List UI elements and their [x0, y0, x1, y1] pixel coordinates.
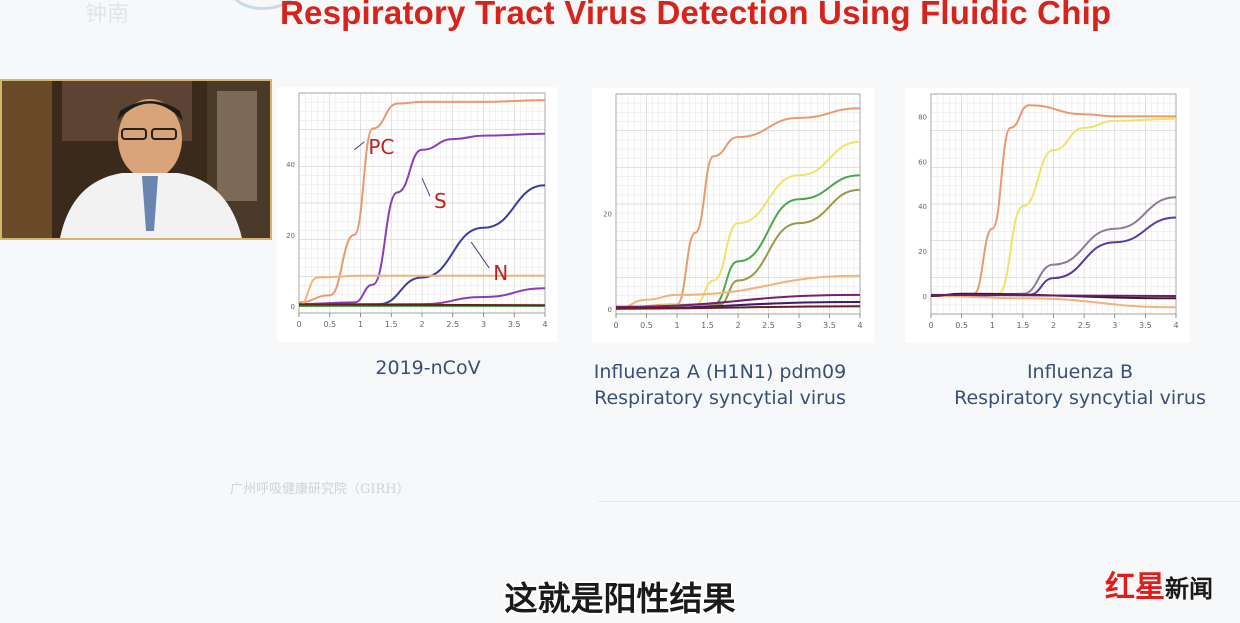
y-tick-label: 0 — [608, 306, 612, 314]
x-tick-label: 3 — [796, 321, 801, 330]
y-tick-label: 20 — [918, 248, 927, 256]
x-tick-label: 4 — [542, 320, 547, 329]
x-tick-label: 0 — [613, 321, 618, 330]
brand-logo-red: 红星 — [1105, 570, 1165, 605]
annotation-pointer — [354, 141, 365, 151]
series-line-5 — [930, 295, 1177, 309]
y-tick-label: 80 — [918, 113, 927, 121]
y-tick-label: 0 — [291, 303, 295, 311]
watermark-logo-text: 钟南 — [85, 2, 130, 27]
series-line-8 — [615, 305, 861, 310]
y-tick-label: 60 — [918, 158, 927, 166]
footer-divider — [598, 501, 1240, 502]
institute-footer: 广州呼吸健康研究院（GIRH） — [230, 482, 410, 497]
y-tick-label: 0 — [923, 293, 927, 301]
series-line-1 — [930, 104, 1176, 297]
annotation-label-n: N — [493, 261, 508, 285]
x-tick-label: 3 — [481, 320, 486, 329]
caption-line: Respiratory syncytial virus — [594, 387, 846, 409]
caption-line: Influenza B — [1026, 361, 1134, 383]
chart-caption-influenza-a: Influenza A (H1N1) pdm09 Respiratory syn… — [575, 359, 865, 411]
annotation-label-pc: PC — [368, 135, 394, 159]
x-tick-label: 2.5 — [446, 320, 459, 329]
caption-line: Respiratory syncytial virus — [954, 387, 1206, 409]
x-tick-label: 4 — [1173, 321, 1178, 330]
series-line-s — [298, 132, 546, 306]
x-tick-label: 2 — [419, 320, 424, 329]
annotation-pointer — [421, 177, 431, 197]
brand-logo: 红星新闻 — [1105, 562, 1213, 605]
series-line-7 — [930, 293, 1177, 297]
series-line-pc — [298, 99, 546, 304]
series-line-5 — [615, 274, 861, 311]
x-tick-label: 3 — [1112, 321, 1117, 330]
y-tick-label: 20 — [286, 232, 295, 240]
x-tick-label: 1.5 — [1017, 321, 1030, 330]
annotation-label-s: S — [434, 189, 447, 213]
brand-logo-black: 新闻 — [1165, 574, 1213, 603]
y-tick-label: 40 — [918, 203, 927, 211]
x-tick-label: 4 — [857, 321, 862, 330]
speaker-video-inset — [0, 79, 272, 240]
chart-caption-2019-ncov: 2019-nCoV — [328, 357, 528, 379]
x-tick-label: 2.5 — [1078, 321, 1091, 330]
x-tick-label: 3.5 — [1139, 321, 1152, 330]
x-tick-label: 2.5 — [762, 321, 775, 330]
y-tick-label: 20 — [603, 211, 612, 219]
x-tick-label: 1 — [990, 321, 995, 330]
x-tick-label: 0 — [296, 320, 301, 329]
x-tick-label: 1.5 — [385, 320, 398, 329]
chart-influenza-a-rsv: 0 0.5 1 1.5 2 2.5 3 3.5 4 0 20 — [592, 88, 874, 343]
video-subtitle: 这就是阳性结果 — [504, 579, 736, 618]
x-tick-label: 3.5 — [508, 320, 521, 329]
x-tick-label: 0.5 — [323, 320, 336, 329]
x-tick-label: 1 — [674, 321, 679, 330]
speaker-video-frame — [2, 81, 270, 238]
chart-svg: 0 0.5 1 1.5 2 2.5 3 3.5 4 0 20 — [592, 88, 874, 343]
x-tick-label: 2 — [735, 321, 740, 330]
chart-influenza-b-rsv: 0 0.5 1 1.5 2 2.5 3 3.5 4 0 20 40 60 80 — [905, 88, 1190, 343]
series-line-6 — [615, 293, 861, 308]
x-tick-label: 0.5 — [955, 321, 968, 330]
series-line-7 — [298, 303, 546, 307]
slide-title: Respiratory Tract Virus Detection Using … — [280, 0, 1112, 31]
caption-line: 2019-nCoV — [375, 357, 481, 379]
chart-2019-ncov: 0 0.5 1 1.5 2 2.5 3 3.5 4 0 20 40 PC S N — [277, 87, 557, 342]
y-tick-label: 40 — [286, 161, 295, 169]
x-tick-label: 0.5 — [640, 321, 653, 330]
x-tick-label: 1 — [358, 320, 363, 329]
x-tick-label: 1.5 — [701, 321, 714, 330]
x-tick-label: 2 — [1051, 321, 1056, 330]
chart-caption-influenza-b: Influenza B Respiratory syncytial virus — [945, 359, 1215, 411]
caption-line: Influenza A (H1N1) pdm09 — [593, 361, 847, 383]
x-tick-label: 3.5 — [823, 321, 836, 330]
x-tick-label: 0 — [928, 321, 933, 330]
annotation-pointer — [470, 241, 490, 269]
series-line-4 — [298, 274, 545, 307]
